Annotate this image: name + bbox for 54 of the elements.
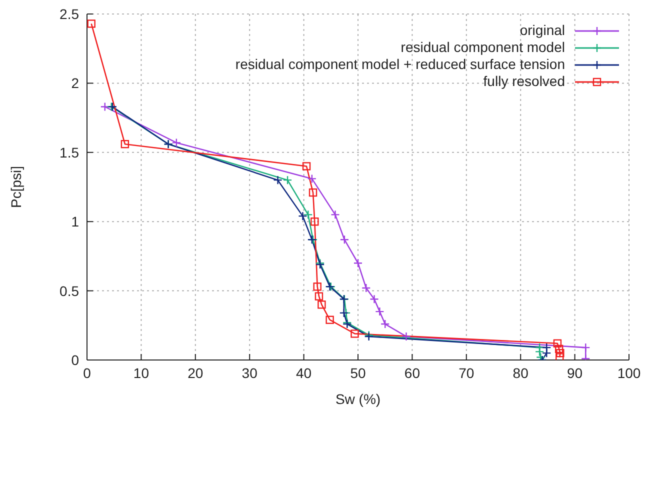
point <box>304 210 313 220</box>
point <box>370 294 379 304</box>
x-tick-label: 90 <box>567 364 583 381</box>
point <box>310 218 319 226</box>
x-tick-label: 60 <box>404 364 420 381</box>
point <box>554 344 564 354</box>
point <box>307 174 317 184</box>
x-tick-label: 20 <box>188 364 204 381</box>
point <box>534 347 544 356</box>
legend-label: residual component model <box>400 39 565 56</box>
legend-label: residual component model + reduced surface tension <box>235 56 565 73</box>
point <box>172 138 182 148</box>
x-tick-label: 80 <box>512 364 529 381</box>
y-axis-title: Pc[psi] <box>8 166 24 208</box>
x-axis-title: Sw (%) <box>335 391 381 407</box>
point <box>350 330 359 338</box>
point <box>353 258 363 268</box>
x-tick-label: 0 <box>83 364 92 381</box>
point <box>375 306 384 316</box>
y-tick-label: 2 <box>71 75 80 92</box>
point <box>340 234 350 244</box>
legend-label: fully resolved <box>483 73 565 90</box>
point <box>298 211 308 221</box>
y-tick-label: 1 <box>71 214 80 230</box>
point <box>273 175 282 185</box>
point <box>362 283 371 293</box>
point <box>380 319 390 329</box>
x-tick-label: 40 <box>296 364 312 381</box>
point <box>553 339 562 348</box>
point <box>314 292 324 300</box>
x-tick-label: 100 <box>617 364 641 381</box>
y-tick-label: 0.5 <box>60 282 80 299</box>
point <box>402 332 411 342</box>
point <box>318 300 326 309</box>
point <box>581 342 590 352</box>
point <box>313 282 322 291</box>
y-tick-label: 2.5 <box>60 6 80 22</box>
x-tick-label: 10 <box>133 364 150 381</box>
point <box>302 162 311 170</box>
x-tick-label: 70 <box>458 364 474 381</box>
point <box>282 175 292 185</box>
point <box>120 140 130 148</box>
legend-label: original <box>520 22 565 39</box>
point <box>326 316 334 324</box>
point <box>87 20 96 28</box>
point <box>330 210 340 220</box>
point <box>556 348 564 358</box>
y-tick-label: 1.5 <box>60 144 80 160</box>
point <box>308 188 318 197</box>
point <box>542 348 552 358</box>
y-tick-label: 0 <box>71 352 80 368</box>
point <box>100 102 110 112</box>
x-tick-label: 30 <box>242 364 258 381</box>
x-tick-label: 50 <box>350 364 366 381</box>
